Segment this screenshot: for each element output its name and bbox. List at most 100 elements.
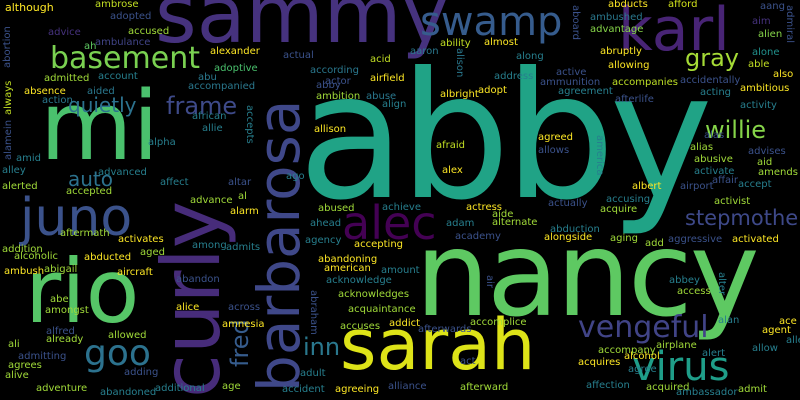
word-nancy: nancy	[415, 205, 760, 343]
word-act: act	[460, 356, 476, 367]
word-accepts: accepts	[244, 105, 255, 144]
word-allow: allow	[752, 343, 778, 354]
word-agent: agent	[762, 325, 791, 336]
word-alan: alan	[718, 315, 740, 326]
word-sarah: sarah	[340, 304, 536, 386]
word-ability: ability	[440, 38, 471, 49]
word-airport: airport	[680, 181, 714, 192]
word-alex: alex	[442, 165, 463, 176]
word-aircraft: aircraft	[117, 267, 153, 278]
word-academy: academy	[455, 231, 501, 242]
word-ali: ali	[8, 339, 20, 350]
word-activated: activated	[732, 234, 779, 245]
word-affair: affair	[712, 175, 739, 186]
word-admits: admits	[226, 242, 261, 253]
word-abbey: abbey	[669, 275, 700, 286]
word-admit: admit	[738, 384, 767, 395]
word-already: already	[46, 334, 84, 345]
word-aboard: aboard	[570, 5, 581, 41]
word-airfield: airfield	[370, 73, 405, 84]
word-agreed: agreed	[538, 132, 574, 143]
word-admiral: admiral	[784, 5, 795, 44]
word-allowed: allowed	[108, 330, 147, 341]
word-alien: alien	[758, 29, 783, 40]
word-afford: afford	[668, 0, 698, 10]
word-according: according	[310, 65, 359, 76]
word-abusive: abusive	[694, 154, 733, 165]
word-accomplice: accomplice	[470, 317, 527, 328]
word-adopt: adopt	[478, 85, 507, 96]
word-affection: affection	[586, 380, 630, 391]
word-virus: virus	[632, 344, 730, 390]
word-access: access	[677, 286, 711, 297]
word-alerted: alerted	[2, 181, 38, 192]
word-amount: amount	[381, 265, 420, 276]
word-afraid: afraid	[436, 140, 466, 151]
word-accused: accused	[128, 26, 170, 37]
word-acting: acting	[700, 87, 732, 98]
word-amid: amid	[16, 153, 41, 164]
word-ambitious: ambitious	[740, 83, 790, 94]
word-active: active	[556, 67, 587, 78]
word-alert: alert	[702, 348, 726, 359]
word-abby: abby	[298, 36, 713, 239]
word-alive: alive	[5, 370, 29, 381]
word-acknowledges: acknowledges	[338, 289, 410, 300]
word-abuse: abuse	[366, 91, 397, 102]
word-alliance: alliance	[388, 381, 427, 392]
word-juno: juno	[20, 188, 133, 248]
word-alcoholic: alcoholic	[14, 251, 59, 262]
word-advanced: advanced	[98, 167, 147, 178]
word-abe: abe	[50, 294, 69, 305]
word-alias: alias	[690, 142, 714, 153]
word-abu: abu	[198, 72, 217, 83]
word-along: along	[516, 51, 544, 62]
word-ammunition: ammunition	[540, 77, 601, 88]
word-stepmother: stepmother	[685, 206, 800, 230]
word-always: always	[3, 80, 14, 115]
word-accidentally: accidentally	[680, 75, 741, 86]
word-activate: activate	[694, 166, 735, 177]
word-adventure: adventure	[36, 383, 88, 394]
word-advance: advance	[190, 195, 233, 206]
word-adoptive: adoptive	[214, 63, 258, 74]
word-ambulance: ambulance	[95, 37, 151, 48]
word-mi: mi	[40, 72, 159, 182]
word-adopted: adopted	[110, 11, 152, 22]
word-alexander: alexander	[210, 46, 260, 57]
word-abby-small: abby	[316, 80, 341, 91]
word-acquaintance: acquaintance	[348, 304, 416, 315]
word-gray: gray	[685, 44, 740, 72]
word-addition: addition	[2, 244, 43, 255]
word-ambrose: ambrose	[95, 0, 139, 10]
word-advantage: advantage	[590, 24, 644, 35]
word-additional: additional	[155, 383, 205, 394]
word-among: among	[192, 240, 227, 251]
word-aim: aim	[752, 16, 771, 27]
word-addict: addict	[389, 318, 421, 329]
word-american: american	[324, 263, 371, 274]
word-agree: agree	[628, 364, 657, 375]
word-allows: allows	[538, 145, 570, 156]
word-ago: ago	[286, 171, 305, 182]
word-amends: amends	[758, 167, 798, 178]
word-aged: aged	[140, 247, 165, 258]
word-amongst: amongst	[45, 305, 89, 316]
word-frame: frame	[166, 92, 238, 120]
word-alpha: alpha	[148, 137, 176, 148]
word-alamein: alamein	[3, 119, 14, 160]
word-accusing: accusing	[606, 194, 651, 205]
word-age: age	[222, 381, 241, 392]
word-albert: albert	[632, 181, 662, 192]
word-affect: affect	[160, 177, 189, 188]
word-abruptly: abruptly	[600, 46, 642, 57]
word-alter: alter	[716, 272, 727, 296]
word-sammy: sammy	[155, 0, 449, 61]
word-accept: accept	[738, 179, 772, 190]
word-acquires: acquires	[578, 357, 621, 368]
word-afterwards: afterwards	[418, 324, 472, 335]
word-add: add	[645, 238, 664, 249]
word-acid: acid	[370, 54, 391, 65]
word-al: al	[238, 191, 247, 202]
